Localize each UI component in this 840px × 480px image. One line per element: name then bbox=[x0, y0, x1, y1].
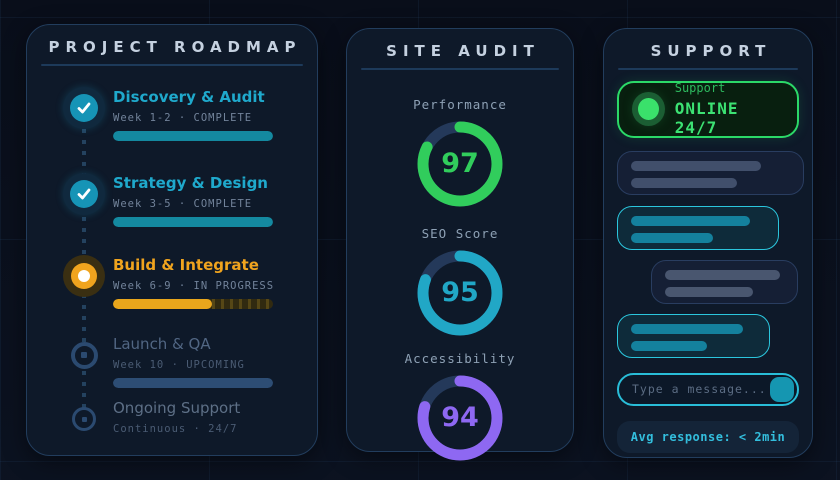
gauge-label: Performance bbox=[413, 96, 507, 112]
gauge-label: Accessibility bbox=[404, 350, 516, 366]
gauge-label: SEO Score bbox=[421, 225, 499, 241]
ring-gauge: 94 bbox=[412, 370, 508, 466]
milestone-strategy-design[interactable]: Strategy & Design Week 3-5 · COMPLETE bbox=[63, 173, 273, 227]
roadmap-title: PROJECT ROADMAP bbox=[48, 38, 302, 56]
milestone-title: Discovery & Audit bbox=[113, 88, 265, 106]
support-panel: SUPPORT Support ONLINE 24/7 Avg response… bbox=[603, 28, 813, 458]
ring-gauge: 95 bbox=[412, 245, 508, 341]
gauge-value: 94 bbox=[441, 402, 479, 433]
roadmap-panel: PROJECT ROADMAP Discovery & Audit Week 1… bbox=[26, 24, 318, 456]
message-input[interactable] bbox=[632, 382, 770, 396]
milestone-meta: Week 3-5 · COMPLETE bbox=[113, 198, 253, 210]
milestone-meta: Week 6-9 · IN PROGRESS bbox=[113, 280, 275, 292]
milestone-build-integrate[interactable]: Build & Integrate Week 6-9 · IN PROGRESS bbox=[63, 255, 274, 309]
audit-title: SITE AUDIT bbox=[386, 42, 540, 60]
chat-message-received bbox=[651, 259, 798, 304]
site-audit-panel: SITE AUDIT Performance 97 SEO Score 95 bbox=[346, 28, 574, 460]
milestone-title: Build & Integrate bbox=[113, 256, 259, 274]
milestone-title: Strategy & Design bbox=[113, 174, 268, 192]
progress-bar bbox=[113, 299, 273, 309]
ring-gauge: 97 bbox=[412, 116, 508, 212]
check-circle-icon bbox=[63, 173, 105, 215]
milestone-meta: Continuous · 24/7 bbox=[113, 423, 238, 435]
divider bbox=[361, 68, 559, 70]
milestone-meta: Week 10 · UPCOMING bbox=[113, 359, 245, 371]
milestone-discovery-audit[interactable]: Discovery & Audit Week 1-2 · COMPLETE bbox=[63, 87, 273, 141]
gauge-performance: Performance 97 bbox=[412, 97, 508, 212]
chat-message-received bbox=[617, 150, 804, 195]
milestone-ongoing-support[interactable]: Ongoing Support Continuous · 24/7 bbox=[63, 398, 240, 440]
status-label: Support bbox=[674, 81, 726, 95]
chat-message-sent bbox=[617, 205, 779, 250]
progress-bar bbox=[113, 217, 273, 227]
check-circle-icon bbox=[63, 87, 105, 129]
chat-message-sent bbox=[617, 313, 770, 358]
send-button[interactable] bbox=[770, 376, 794, 402]
response-time-badge: Avg response: < 2min bbox=[617, 420, 799, 453]
gauge-seo-score: SEO Score 95 bbox=[412, 226, 508, 341]
pending-step-icon bbox=[63, 398, 105, 440]
support-title: SUPPORT bbox=[650, 42, 772, 60]
milestone-title: Ongoing Support bbox=[113, 399, 241, 417]
divider bbox=[41, 64, 303, 66]
progress-bar bbox=[113, 378, 273, 388]
chat-input-row bbox=[617, 372, 799, 406]
online-status-icon bbox=[638, 98, 659, 120]
roadmap-timeline: Discovery & Audit Week 1-2 · COMPLETE St… bbox=[27, 25, 317, 455]
gauge-value: 95 bbox=[441, 277, 479, 308]
divider bbox=[618, 68, 798, 70]
support-status-card: Support ONLINE 24/7 bbox=[617, 80, 799, 138]
progress-bar bbox=[113, 131, 273, 141]
pending-step-icon bbox=[63, 334, 105, 376]
response-time-text: Avg response: < 2min bbox=[630, 429, 786, 444]
gauge-value: 97 bbox=[441, 148, 479, 179]
milestone-title: Launch & QA bbox=[113, 335, 211, 353]
milestone-meta: Week 1-2 · COMPLETE bbox=[113, 112, 253, 124]
status-state: ONLINE 24/7 bbox=[674, 99, 739, 137]
active-step-icon bbox=[63, 255, 105, 297]
gauge-accessibility: Accessibility 94 bbox=[405, 351, 516, 466]
milestone-launch-qa[interactable]: Launch & QA Week 10 · UPCOMING bbox=[63, 334, 273, 388]
